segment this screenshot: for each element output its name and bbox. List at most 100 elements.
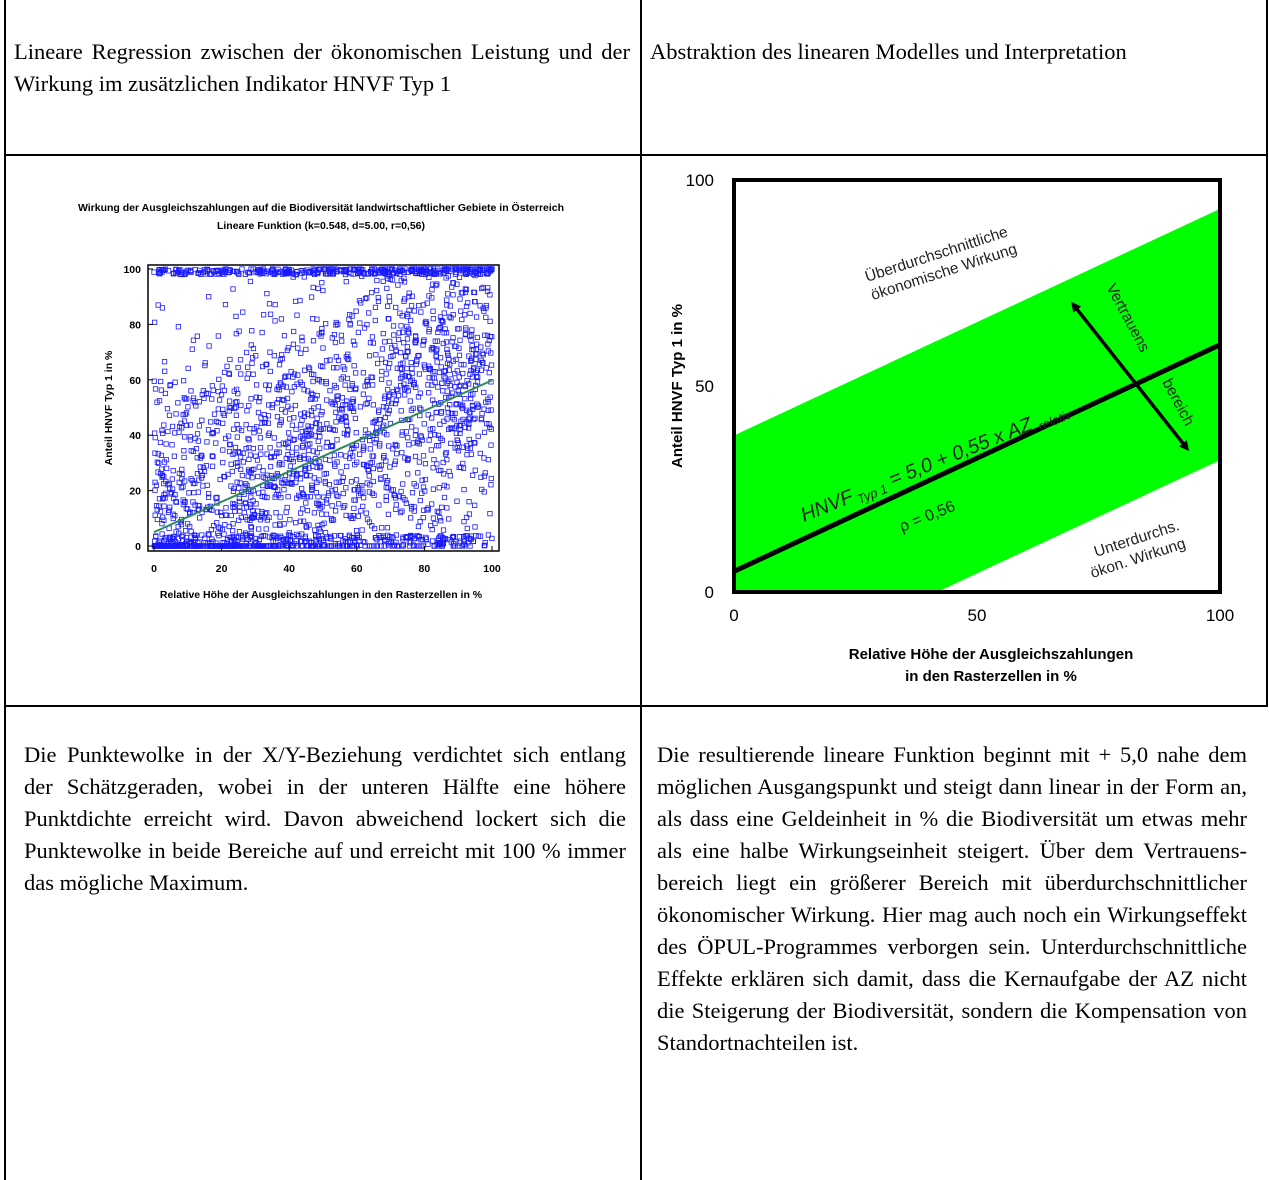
scatter-point — [446, 378, 452, 384]
scatter-point — [398, 323, 404, 329]
scatter-point — [404, 349, 410, 355]
scatter-point — [260, 532, 266, 539]
scatter-point — [167, 504, 173, 510]
scatter-point — [292, 298, 299, 305]
scatter-point — [471, 440, 477, 446]
scatter-point — [484, 332, 491, 339]
scatter-point — [424, 300, 430, 306]
scatter-point — [405, 313, 411, 320]
scatter-point — [218, 392, 225, 398]
scatter-point — [156, 267, 162, 273]
scatter-point — [255, 409, 262, 416]
scatter-point — [271, 483, 278, 489]
scatter-point — [242, 514, 249, 520]
scatter-point — [470, 271, 477, 277]
scatter-point — [304, 507, 311, 514]
scatter-point — [442, 375, 448, 381]
scatter-point — [401, 392, 408, 398]
scatter-point — [469, 402, 476, 409]
scatter-point — [152, 450, 158, 456]
scatter-point — [287, 538, 293, 544]
scatter-point — [197, 515, 203, 521]
scatter-point — [463, 287, 470, 293]
scatter-point — [200, 483, 206, 489]
scatter-point — [480, 352, 486, 358]
scatter-point — [346, 316, 352, 322]
scatter-point — [439, 380, 445, 386]
scatter-point — [272, 484, 278, 491]
scatter-point — [283, 479, 289, 485]
scatter-point — [387, 464, 393, 470]
scatter-point — [460, 416, 466, 423]
scatter-point — [437, 314, 444, 320]
scatter-point — [324, 421, 330, 427]
scatter-point — [347, 321, 353, 327]
scatter-point — [382, 414, 389, 421]
scatter-point — [289, 449, 295, 455]
scatter-point — [486, 370, 492, 376]
scatter-point — [401, 340, 407, 346]
scatter-point — [389, 400, 395, 406]
abstraction-ytick-label: 0 — [705, 583, 714, 602]
scatter-point — [382, 473, 389, 480]
scatter-point — [353, 308, 359, 314]
scatter-point — [179, 466, 185, 473]
scatter-point — [283, 509, 289, 515]
scatter-point — [226, 408, 232, 414]
scatter-point — [443, 339, 450, 345]
scatter-point — [344, 375, 351, 382]
scatter-point — [425, 412, 431, 418]
scatter-point — [453, 539, 459, 545]
scatter-point — [306, 366, 313, 372]
scatter-point — [295, 372, 301, 378]
scatter-point — [358, 542, 364, 548]
scatter-point — [244, 375, 250, 381]
scatter-point — [459, 268, 465, 274]
scatter-point — [366, 353, 373, 359]
scatter-point — [398, 375, 404, 381]
scatter-point — [430, 486, 436, 492]
scatter-point — [438, 364, 444, 370]
scatter-point — [323, 321, 329, 327]
scatter-point — [257, 445, 264, 451]
scatter-point — [433, 347, 440, 353]
scatter-point — [368, 374, 374, 380]
scatter-point — [488, 482, 494, 488]
scatter-point — [219, 513, 225, 519]
scatter-point — [311, 510, 317, 516]
scatter-point — [314, 543, 320, 549]
scatter-point — [444, 505, 450, 511]
scatter-point — [429, 415, 435, 421]
scatter-point — [339, 395, 346, 401]
scatter-point — [328, 399, 334, 405]
scatter-point — [345, 539, 351, 545]
scatter-point — [242, 501, 248, 507]
scatter-point — [340, 364, 346, 370]
scatter-point — [193, 533, 199, 539]
scatter-point — [360, 391, 366, 397]
scatter-point — [464, 533, 470, 539]
scatter-point — [430, 316, 436, 322]
scatter-point — [309, 395, 315, 401]
scatter-point — [371, 266, 377, 272]
scatter-point — [303, 523, 309, 529]
scatter-point — [202, 535, 208, 541]
scatter-point — [326, 482, 332, 488]
scatter-point — [378, 476, 384, 483]
scatter-point — [409, 266, 415, 272]
scatter-point — [245, 467, 252, 473]
scatter-point — [310, 284, 316, 291]
scatter-point — [230, 521, 236, 527]
scatter-point — [323, 511, 330, 517]
scatter-point — [232, 444, 239, 451]
scatter-point — [250, 445, 256, 452]
scatter-point — [182, 434, 188, 440]
scatter-point — [280, 271, 286, 277]
scatter-point — [227, 537, 234, 544]
scatter-point — [165, 428, 171, 435]
scatter-point — [307, 396, 314, 403]
scatter-point — [456, 274, 463, 280]
scatter-point — [399, 366, 405, 372]
scatter-point — [221, 473, 227, 480]
scatter-point — [152, 479, 158, 485]
